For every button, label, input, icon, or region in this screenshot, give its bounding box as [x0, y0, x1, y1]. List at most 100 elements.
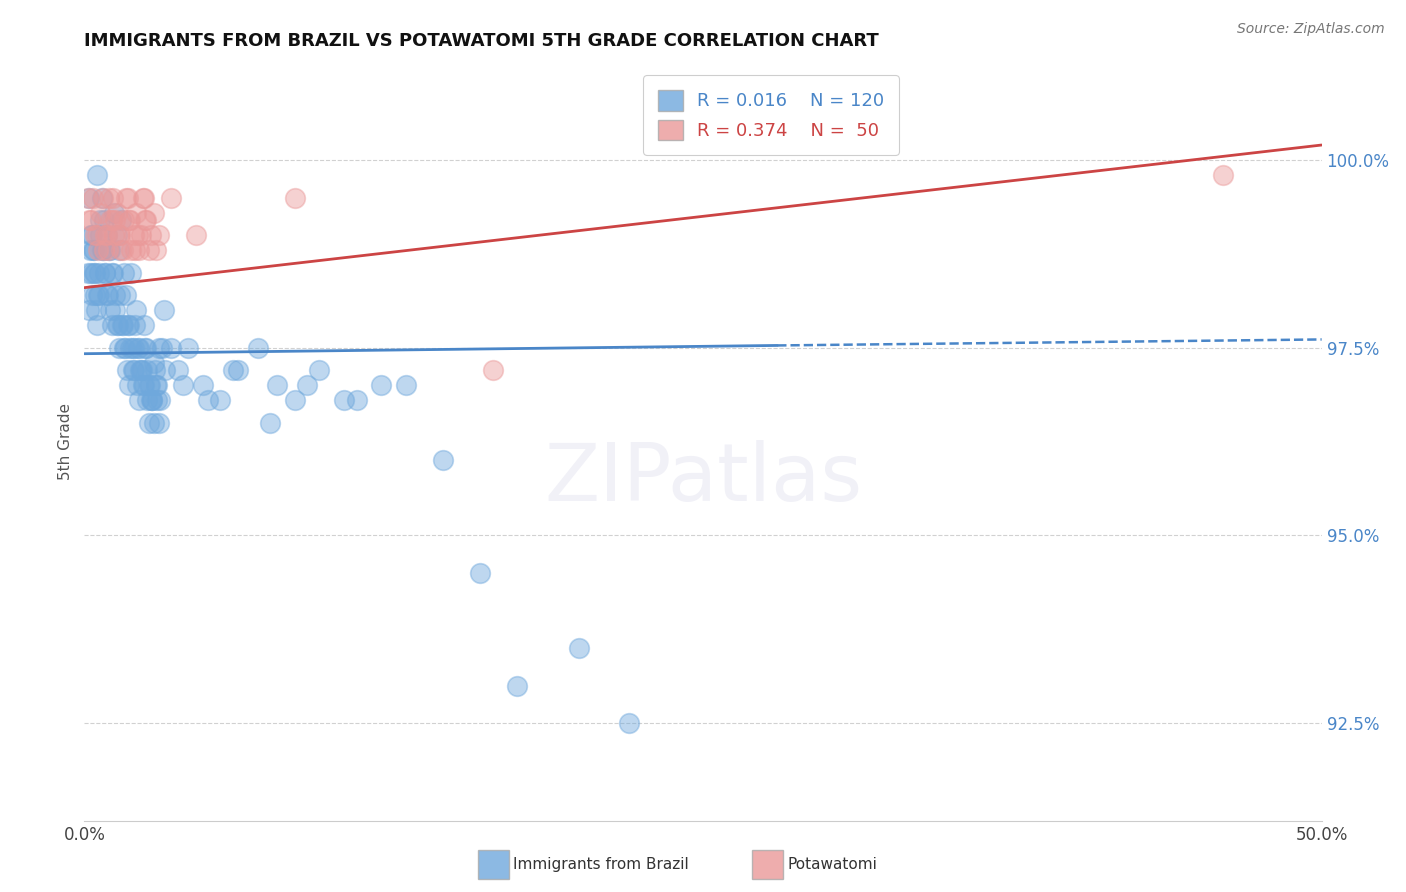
Point: [115, 363, 138, 377]
Point: [121, 363, 143, 377]
Point: [108, 341, 131, 355]
Point: [191, 378, 214, 392]
Point: [266, 378, 288, 392]
Point: [131, 363, 153, 377]
Point: [134, 213, 156, 227]
Point: [110, 243, 132, 257]
Point: [141, 393, 163, 408]
Point: [177, 341, 200, 355]
Point: [132, 190, 155, 204]
Legend: R = 0.016    N = 120, R = 0.374    N =  50: R = 0.016 N = 120, R = 0.374 N = 50: [643, 75, 898, 155]
Point: [246, 341, 269, 355]
Point: [82, 243, 104, 257]
Point: [1212, 168, 1234, 182]
Point: [127, 228, 149, 243]
Point: [83, 243, 105, 257]
Point: [128, 243, 150, 257]
Point: [135, 213, 157, 227]
Point: [135, 341, 157, 355]
Point: [222, 363, 245, 377]
Point: [111, 318, 134, 333]
Point: [617, 716, 640, 731]
Point: [134, 341, 156, 355]
Point: [80, 266, 103, 280]
Point: [97, 288, 120, 302]
Point: [148, 341, 170, 355]
Point: [89, 228, 111, 243]
Point: [96, 228, 118, 243]
Point: [131, 378, 153, 392]
Point: [148, 416, 170, 430]
Point: [150, 341, 173, 355]
Point: [93, 243, 115, 257]
Point: [184, 228, 207, 243]
Point: [129, 228, 152, 243]
Point: [87, 288, 110, 302]
Point: [136, 363, 159, 377]
Point: [122, 228, 145, 243]
Text: Source: ZipAtlas.com: Source: ZipAtlas.com: [1237, 22, 1385, 37]
Point: [128, 393, 150, 408]
Text: Immigrants from Brazil: Immigrants from Brazil: [513, 857, 689, 871]
Point: [105, 318, 128, 333]
Point: [127, 341, 149, 355]
Point: [89, 266, 111, 280]
Point: [160, 341, 183, 355]
Point: [103, 205, 125, 219]
Point: [100, 266, 122, 280]
Point: [83, 266, 105, 280]
Text: Potawatomi: Potawatomi: [787, 857, 877, 871]
Point: [197, 393, 219, 408]
Point: [96, 288, 118, 302]
Point: [110, 228, 132, 243]
Point: [370, 378, 392, 392]
Point: [115, 190, 138, 204]
Point: [114, 341, 136, 355]
Point: [481, 363, 503, 377]
Point: [125, 378, 148, 392]
Point: [114, 341, 136, 355]
Point: [135, 393, 157, 408]
Point: [103, 303, 125, 318]
Point: [86, 228, 108, 243]
Point: [89, 213, 111, 227]
Point: [93, 266, 115, 280]
Point: [308, 363, 330, 377]
Point: [470, 566, 492, 580]
Point: [259, 416, 281, 430]
Point: [124, 318, 146, 333]
Text: ZIPatlas: ZIPatlas: [544, 441, 862, 518]
Point: [112, 266, 135, 280]
Point: [101, 266, 124, 280]
Point: [107, 318, 129, 333]
Point: [129, 363, 152, 377]
Point: [110, 213, 132, 227]
Point: [141, 228, 163, 243]
Point: [138, 416, 160, 430]
Point: [506, 679, 529, 693]
Point: [84, 228, 107, 243]
Point: [118, 318, 141, 333]
Point: [138, 378, 160, 392]
Point: [160, 190, 183, 204]
Point: [125, 303, 148, 318]
Point: [96, 228, 118, 243]
Point: [132, 318, 155, 333]
Point: [138, 243, 160, 257]
Point: [226, 363, 249, 377]
Point: [84, 266, 107, 280]
Point: [82, 190, 104, 204]
Point: [568, 640, 591, 655]
Point: [91, 243, 114, 257]
Point: [103, 228, 125, 243]
Point: [167, 363, 190, 377]
Point: [105, 228, 128, 243]
Point: [346, 393, 368, 408]
Point: [82, 288, 104, 302]
Point: [94, 266, 117, 280]
Point: [110, 288, 132, 302]
Point: [101, 190, 124, 204]
Point: [79, 190, 101, 204]
Point: [134, 378, 156, 392]
Point: [152, 303, 174, 318]
